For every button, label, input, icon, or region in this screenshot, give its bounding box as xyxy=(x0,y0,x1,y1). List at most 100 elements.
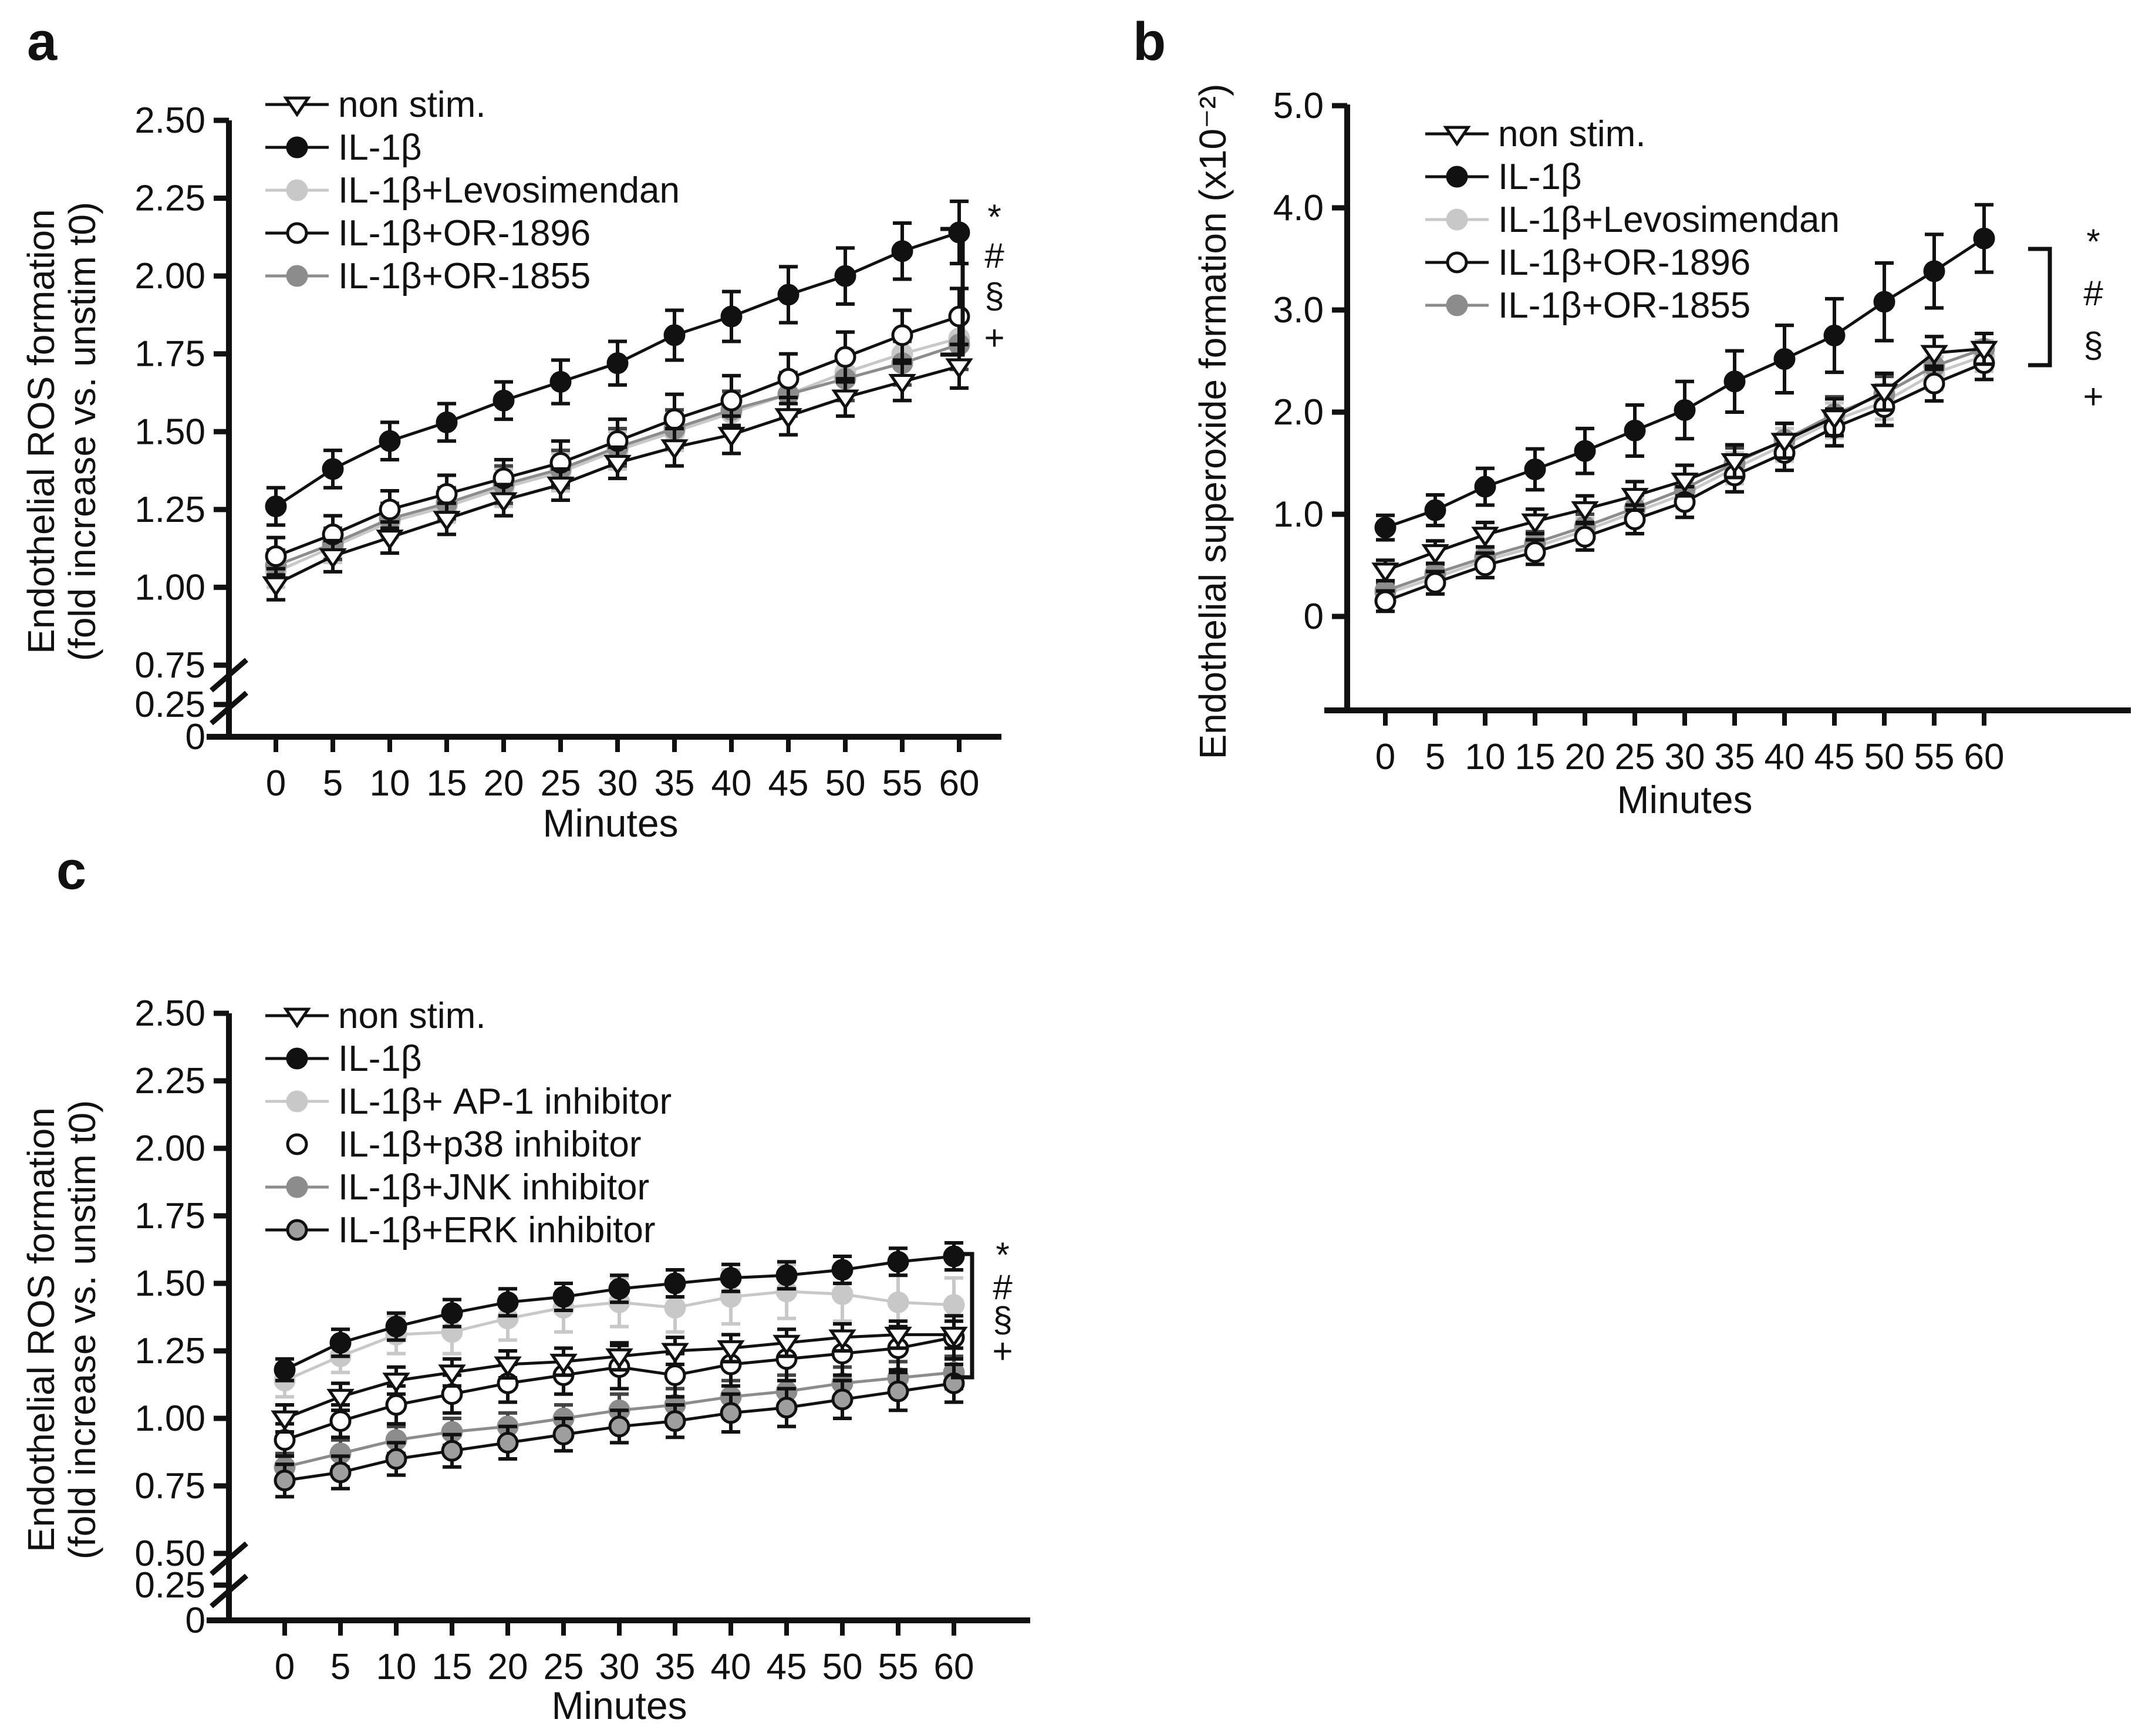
y-tick-label: 3.0 xyxy=(1273,290,1324,331)
data-point-marker xyxy=(1873,291,1895,313)
data-point-marker xyxy=(1474,476,1496,498)
data-point-marker xyxy=(385,1448,407,1470)
data-point-marker xyxy=(603,454,632,476)
x-tick-label: 45 xyxy=(1814,737,1855,777)
legend: non stim.IL-1βIL-1β+LevosimendanIL-1β+OR… xyxy=(1425,114,1840,326)
legend-marker xyxy=(286,1047,308,1070)
data-point-marker xyxy=(271,1410,299,1431)
data-point-marker xyxy=(884,1326,912,1347)
legend-marker xyxy=(1446,166,1468,188)
x-tick-label: 20 xyxy=(484,763,524,804)
y-axis-title: Endothelial superoxide formation (x10⁻²) xyxy=(1192,84,1234,760)
significance: *#§+ xyxy=(940,197,1005,358)
x-tick-label: 30 xyxy=(598,763,638,804)
x-tick-label: 40 xyxy=(1765,737,1805,777)
x-tick-label: 5 xyxy=(323,763,343,804)
data-point-marker xyxy=(660,439,689,460)
x-tick-label: 30 xyxy=(1665,737,1705,777)
y-tick-label: 0 xyxy=(185,717,205,757)
y-tick-label: 1.0 xyxy=(1273,494,1324,535)
y-tick-label: 0 xyxy=(1304,596,1324,637)
data-point-marker xyxy=(828,1329,856,1350)
significance-symbol: # xyxy=(993,1268,1013,1307)
legend-item: IL-1β+p38 inhibitor xyxy=(286,1124,642,1165)
x-axis: 0 5 10 15 20 25 30 35 40 45 50 55 60 Minutes xyxy=(207,1617,1030,1727)
legend-marker xyxy=(286,179,308,201)
x-axis: 0 5 10 15 20 25 30 35 40 45 50 55 60 Minutes xyxy=(207,734,1001,845)
data-point-marker xyxy=(888,373,916,395)
data-point-marker xyxy=(887,1291,909,1313)
x-tick-label: 15 xyxy=(1515,737,1556,777)
legend-item: non stim. xyxy=(265,85,486,125)
data-point-marker xyxy=(774,408,802,429)
data-point-marker xyxy=(494,1356,522,1377)
x-tick-label: 5 xyxy=(1425,737,1445,777)
data-point-marker xyxy=(1424,499,1446,521)
significance-symbol: * xyxy=(2086,222,2100,261)
data-point-marker xyxy=(1471,527,1499,548)
data-point-marker xyxy=(326,1388,355,1410)
data-point-marker xyxy=(608,1415,630,1438)
x-tick-label: 10 xyxy=(370,763,410,804)
data-point-marker xyxy=(1624,419,1646,441)
data-point-marker xyxy=(262,576,290,597)
data-point-marker xyxy=(1521,513,1549,534)
data-point-marker xyxy=(547,476,575,497)
y-tick-label: 0.75 xyxy=(134,1466,205,1506)
data-point-marker xyxy=(497,1431,519,1454)
x-tick-label: 50 xyxy=(1864,737,1905,777)
x-tick-label: 10 xyxy=(376,1647,417,1687)
x-tick-label: 50 xyxy=(825,763,866,804)
data-point-marker xyxy=(549,370,572,393)
data-point-marker xyxy=(490,492,518,513)
legend-label: IL-1β+p38 inhibitor xyxy=(338,1124,642,1165)
x-tick-label: 5 xyxy=(330,1647,350,1687)
x-axis-title: Minutes xyxy=(551,1684,687,1727)
legend-label: IL-1β+OR-1855 xyxy=(1498,285,1750,326)
y-tick-label: 1.25 xyxy=(134,1331,205,1371)
panel-letter-a: a xyxy=(27,12,58,72)
x-tick-label: 30 xyxy=(599,1647,640,1687)
data-point-marker xyxy=(1773,348,1796,370)
legend-marker xyxy=(286,1176,308,1198)
series-group xyxy=(271,1241,968,1499)
data-point-marker xyxy=(777,284,800,306)
data-point-marker xyxy=(376,530,404,551)
significance: *#§+ xyxy=(2028,222,2104,416)
panel-b: b5.04.03.02.01.000 5 10 15 20 25 30 35 40 45 50 55 6… xyxy=(1133,12,2131,821)
significance-bracket xyxy=(2028,247,2052,368)
data-point-marker xyxy=(379,430,401,452)
data-point-marker xyxy=(552,1286,575,1308)
panel-c: c 2.50 2.25 2.00 1.75 1.50 1.25 1.00 0.75 0.500.2… xyxy=(20,841,1030,1727)
legend-marker xyxy=(283,96,311,117)
y-tick-label: 1.50 xyxy=(134,412,205,452)
series-IL-1β xyxy=(274,1241,965,1383)
data-point-marker xyxy=(1674,399,1696,422)
data-point-marker xyxy=(777,368,800,390)
data-point-marker xyxy=(720,305,743,328)
x-tick-label: 25 xyxy=(1615,737,1655,777)
y-axis-title: Endothelial ROS formation xyxy=(20,1107,62,1552)
data-point-marker xyxy=(1671,473,1699,494)
legend-marker xyxy=(286,222,308,244)
data-point-marker xyxy=(1574,525,1596,548)
data-point-marker xyxy=(274,1469,296,1492)
y-axis: 2.50 2.25 2.00 1.75 1.50 1.25 1.00 0.75 0.500.25… xyxy=(134,993,248,1641)
data-point-marker xyxy=(1424,572,1446,594)
y-tick-label: 1.25 xyxy=(134,490,205,530)
data-point-marker xyxy=(549,1353,578,1374)
data-point-marker xyxy=(606,352,629,375)
legend-item: IL-1β+OR-1855 xyxy=(265,256,591,296)
data-point-marker xyxy=(831,1259,854,1281)
data-point-marker xyxy=(663,324,686,346)
x-tick-label: 20 xyxy=(1565,737,1605,777)
data-point-marker xyxy=(608,1277,630,1300)
x-tick-label: 35 xyxy=(1715,737,1755,777)
data-point-marker xyxy=(1770,433,1799,454)
data-point-marker xyxy=(329,1332,352,1354)
data-point-marker xyxy=(441,1440,463,1462)
data-point-marker xyxy=(1624,508,1646,531)
legend-marker xyxy=(286,1219,308,1241)
axis-break-mark xyxy=(210,1541,248,1576)
